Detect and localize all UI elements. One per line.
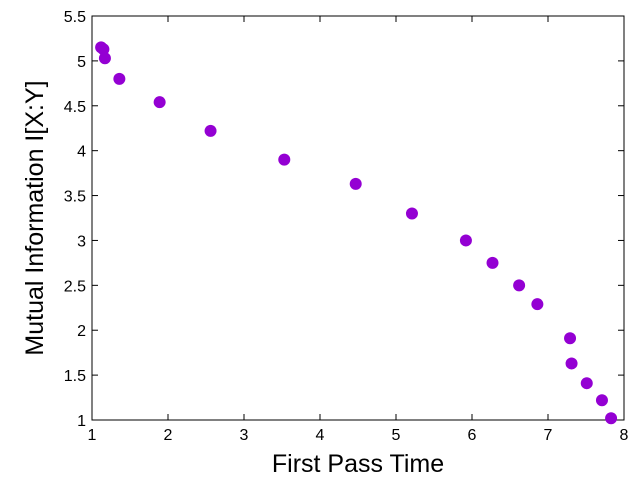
- data-point: [459, 234, 472, 247]
- y-tick-label: 5: [77, 54, 86, 71]
- y-tick-label: 4: [77, 144, 86, 161]
- x-tick-label: 8: [620, 427, 629, 444]
- y-tick-label: 5.5: [64, 9, 86, 26]
- data-point: [113, 72, 126, 85]
- y-tick-label: 4.5: [64, 99, 86, 116]
- data-point: [204, 124, 217, 137]
- data-point: [565, 357, 578, 370]
- x-tick-label: 7: [544, 427, 553, 444]
- plot-frame: [91, 15, 625, 421]
- y-tick-label: 1: [77, 413, 86, 430]
- data-point: [513, 279, 526, 292]
- data-point: [98, 52, 111, 65]
- data-point: [97, 43, 110, 56]
- y-tick-label: 2: [77, 323, 86, 340]
- y-tick-label: 3: [77, 233, 86, 250]
- data-point: [349, 177, 362, 190]
- x-tick-label: 1: [88, 427, 97, 444]
- x-tick-label: 4: [316, 427, 325, 444]
- data-point: [595, 394, 608, 407]
- x-tick-label: 6: [468, 427, 477, 444]
- data-point: [153, 96, 166, 109]
- data-point: [486, 256, 499, 269]
- y-tick-label: 3.5: [64, 189, 86, 206]
- data-point: [605, 412, 618, 425]
- data-point: [278, 153, 291, 166]
- y-tick-label: 1.5: [64, 368, 86, 385]
- data-point: [405, 207, 418, 220]
- y-tick-label: 2.5: [64, 278, 86, 295]
- x-tick-label: 2: [164, 427, 173, 444]
- points-layer: [95, 41, 618, 425]
- x-tick-label: 5: [392, 427, 401, 444]
- x-tick-label: 3: [240, 427, 249, 444]
- x-axis-label: First Pass Time: [272, 450, 444, 478]
- data-point: [564, 332, 577, 345]
- data-point: [580, 377, 593, 390]
- data-point: [531, 298, 544, 311]
- ticks-layer: 1 2 3 4 5 6 7 8 1 1.5 2 2.5 3 3.5 4 4.5 5 5.5: [64, 9, 629, 444]
- y-axis-label: Mutual Information I[X:Y]: [21, 80, 49, 355]
